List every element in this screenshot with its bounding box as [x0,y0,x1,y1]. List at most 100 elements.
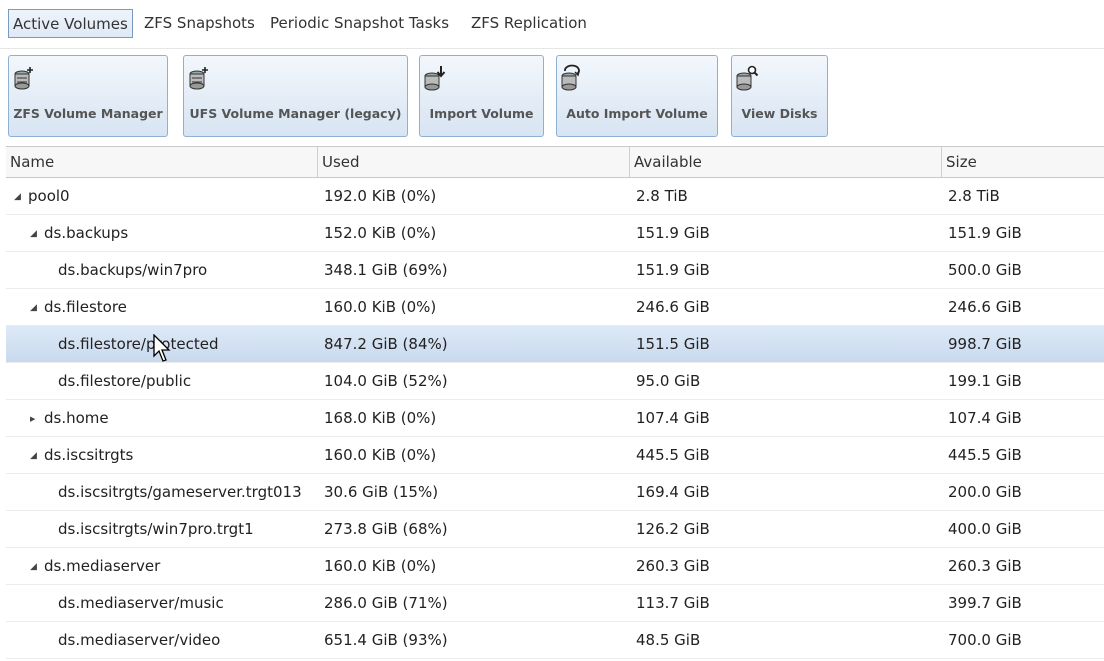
auto-import-volume-button[interactable]: Auto Import Volume [556,55,718,137]
collapse-arrow-icon[interactable]: ▶ [30,414,36,423]
table-row[interactable]: ds.iscsitrgts/gameserver.trgt013 30.6 GiB… [6,474,1104,511]
tree-node: ◢ ds.iscsitrgts [30,437,133,473]
dataset-name: ds.iscsitrgts [44,446,134,464]
name-cell: ds.filestore/public [6,363,318,399]
expand-arrow-icon[interactable]: ◢ [30,302,37,313]
auto-import-icon [561,64,580,91]
size-cell: 107.4 GiB [948,409,1022,427]
dataset-name: ds.mediaserver/music [58,594,224,612]
size-cell: 260.3 GiB [948,557,1022,575]
name-cell: ◢ ds.backups [6,215,318,251]
table-row[interactable]: ◢ ds.filestore 160.0 KiB (0%) 246.6 GiB 246.… [6,289,1104,326]
table-row[interactable]: ◢ ds.backups 152.0 KiB (0%) 151.9 GiB 151.9 … [6,215,1104,252]
used-cell: 30.6 GiB (15%) [324,483,439,501]
dataset-name: ds.filestore/public [58,372,192,390]
name-cell: ds.iscsitrgts/gameserver.trgt013 [6,474,318,510]
used-cell: 348.1 GiB (69%) [324,261,448,279]
tab-periodic-snapshot-tasks[interactable]: Periodic Snapshot Tasks [270,14,450,32]
column-header-available[interactable]: Available [630,147,942,177]
table-row[interactable]: ▶ ds.home 168.0 KiB (0%) 107.4 GiB 107.4 GiB [6,400,1104,437]
tree-node: ds.mediaserver/music [58,585,224,621]
view-disks-button[interactable]: View Disks [731,55,828,137]
table-row[interactable]: ◢ pool0 192.0 KiB (0%) 2.8 TiB 2.8 TiB [6,178,1104,215]
available-cell: 151.9 GiB [636,224,710,242]
auto-import-volume-label: Auto Import Volume [566,106,708,121]
tree-node: ds.backups/win7pro [58,252,207,288]
size-cell: 998.7 GiB [948,335,1022,353]
used-cell: 286.0 GiB (71%) [324,594,448,612]
table-row[interactable]: ds.backups/win7pro 348.1 GiB (69%) 151.9 G… [6,252,1104,289]
table-row[interactable]: ◢ ds.mediaserver 160.0 KiB (0%) 260.3 GiB 26… [6,548,1104,585]
zfs-volume-manager-button[interactable]: ZFS Volume Manager [8,55,168,137]
expand-arrow-icon[interactable]: ◢ [14,191,21,202]
tree-node: ds.mediaserver/video [58,622,220,658]
available-cell: 169.4 GiB [636,483,710,501]
ufs-volume-manager-label: UFS Volume Manager (legacy) [189,106,402,121]
name-cell: ds.iscsitrgts/win7pro.trgt1 [6,511,318,547]
available-cell: 126.2 GiB [636,520,710,538]
size-cell: 445.5 GiB [948,446,1022,464]
tab-zfs-snapshots[interactable]: ZFS Snapshots [144,14,255,32]
name-cell: ds.mediaserver/video [6,622,318,658]
name-cell: ds.backups/win7pro [6,252,318,288]
available-cell: 48.5 GiB [636,631,701,649]
import-volume-label: Import Volume [429,106,534,121]
column-header-used[interactable]: Used [318,147,630,177]
size-cell: 700.0 GiB [948,631,1022,649]
name-cell: ◢ ds.iscsitrgts [6,437,318,473]
expand-arrow-icon[interactable]: ◢ [30,561,37,572]
size-cell: 199.1 GiB [948,372,1022,390]
table-row[interactable]: ds.filestore/public 104.0 GiB (52%) 95.0 G… [6,363,1104,400]
dataset-name: ds.home [44,409,109,427]
dataset-name: ds.iscsitrgts/win7pro.trgt1 [58,520,254,538]
dataset-name: ds.backups/win7pro [58,261,208,279]
dataset-name: ds.filestore [44,298,127,316]
available-cell: 107.4 GiB [636,409,710,427]
tree-node: ds.filestore/public [58,363,191,399]
tree-node: ◢ ds.filestore [30,289,127,325]
expand-arrow-icon[interactable]: ◢ [30,450,37,461]
tree-node: ◢ ds.mediaserver [30,548,160,584]
table-row[interactable]: ds.iscsitrgts/win7pro.trgt1 273.8 GiB (68… [6,511,1104,548]
dataset-name: ds.mediaserver/video [58,631,221,649]
table-row[interactable]: ◢ ds.iscsitrgts 160.0 KiB (0%) 445.5 GiB 445… [6,437,1104,474]
column-header-name[interactable]: Name [6,147,318,177]
available-cell: 151.9 GiB [636,261,710,279]
used-cell: 152.0 KiB (0%) [324,224,437,242]
available-cell: 95.0 GiB [636,372,701,390]
dataset-name: ds.iscsitrgts/gameserver.trgt013 [58,483,302,501]
size-cell: 151.9 GiB [948,224,1022,242]
dataset-name: ds.backups [44,224,129,242]
name-cell: ◢ pool0 [6,178,318,214]
available-cell: 113.7 GiB [636,594,710,612]
name-cell: ◢ ds.mediaserver [6,548,318,584]
ufs-volume-manager-button[interactable]: UFS Volume Manager (legacy) [183,55,408,137]
column-header-size[interactable]: Size [946,153,977,171]
expand-arrow-icon[interactable]: ◢ [30,228,37,239]
table-row[interactable]: ds.mediaserver/music 286.0 GiB (71%) 113.7… [6,585,1104,622]
name-cell: ▶ ds.home [6,400,318,436]
tree-node: ds.iscsitrgts/gameserver.trgt013 [58,474,302,510]
size-cell: 399.7 GiB [948,594,1022,612]
grid-header: Name Used Available Size [6,146,1104,178]
import-volume-icon [424,66,446,91]
tab-active-volumes[interactable]: Active Volumes [8,9,133,38]
dataset-name: ds.filestore/protected [58,335,219,353]
table-row[interactable]: ds.filestore/protected 847.2 GiB (84%) 151… [6,326,1104,363]
name-cell: ◢ ds.filestore [6,289,318,325]
available-cell: 260.3 GiB [636,557,710,575]
import-volume-button[interactable]: Import Volume [419,55,544,137]
view-disks-label: View Disks [741,106,818,121]
available-cell: 2.8 TiB [636,187,688,205]
tree-node: ds.iscsitrgts/win7pro.trgt1 [58,511,254,547]
used-cell: 192.0 KiB (0%) [324,187,437,205]
used-cell: 273.8 GiB (68%) [324,520,448,538]
used-cell: 168.0 KiB (0%) [324,409,437,427]
mouse-cursor-icon [153,334,171,362]
dataset-name: ds.mediaserver [44,557,161,575]
dataset-name: pool0 [28,187,70,205]
tab-zfs-replication[interactable]: ZFS Replication [471,14,587,32]
available-cell: 151.5 GiB [636,335,710,353]
table-row[interactable]: ds.mediaserver/video 651.4 GiB (93%) 48.5 … [6,622,1104,659]
name-cell: ds.mediaserver/music [6,585,318,621]
